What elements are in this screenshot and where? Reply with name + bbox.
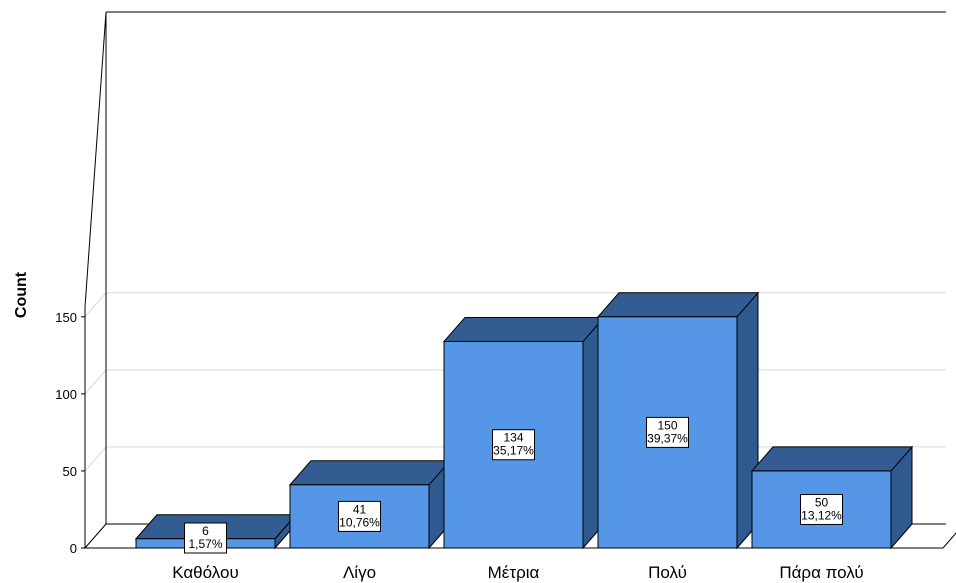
data-label-box xyxy=(800,493,843,525)
y-axis-title: Count xyxy=(13,271,30,318)
y-tick-label: 150 xyxy=(55,310,77,325)
data-label-box xyxy=(646,416,689,448)
bars xyxy=(134,291,914,550)
data-label-count: 41 xyxy=(353,502,367,516)
data-label-box xyxy=(184,522,227,554)
gridline-side xyxy=(84,292,107,318)
data-label-percent: 10,76% xyxy=(339,515,380,529)
y-axis-top-edge xyxy=(84,11,107,307)
bar-top xyxy=(442,316,606,342)
data-label-count: 6 xyxy=(202,524,209,538)
y-tick-label: 100 xyxy=(55,387,77,402)
data-label-count: 50 xyxy=(815,495,829,509)
data-label-percent: 13,12% xyxy=(801,508,842,522)
data-label-percent: 1,57% xyxy=(188,537,222,551)
bar-top xyxy=(288,460,452,486)
bar-top xyxy=(596,292,760,318)
gridline-side xyxy=(84,446,107,472)
x-tick-label: Πάρα πολύ xyxy=(779,563,863,582)
bar-top xyxy=(750,446,914,472)
x-tick-label: Μέτρια xyxy=(488,563,540,582)
data-label-percent: 35,17% xyxy=(493,444,534,458)
x-tick-label: Λίγο xyxy=(343,563,376,582)
y-tick-label: 0 xyxy=(70,541,77,556)
data-label-count: 134 xyxy=(503,431,523,445)
data-label-box xyxy=(492,429,535,461)
floor-left-edge xyxy=(84,523,107,549)
floor-right-edge xyxy=(942,532,956,549)
gridline-side xyxy=(84,369,107,395)
x-tick-label: Πολύ xyxy=(648,563,687,582)
y-tick-label: 50 xyxy=(63,464,77,479)
bar-5 xyxy=(750,445,914,550)
data-label-box xyxy=(338,500,381,532)
data-label-percent: 39,37% xyxy=(647,431,688,445)
x-tick-label: Καθόλου xyxy=(172,563,239,582)
data-label-count: 150 xyxy=(657,418,677,432)
